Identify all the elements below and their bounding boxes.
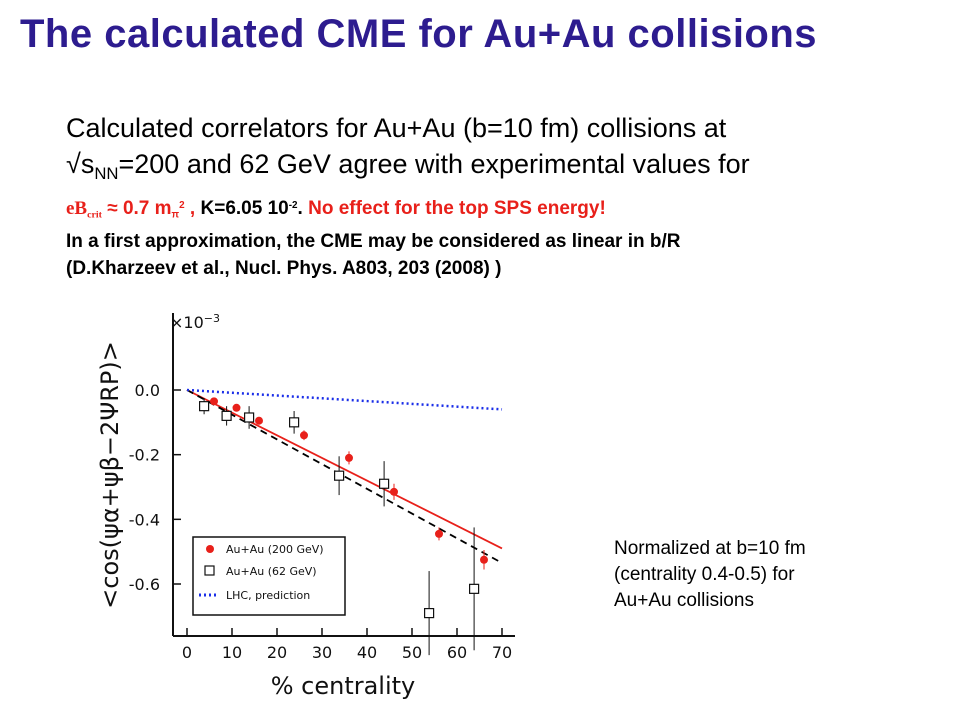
- point-au62: [244, 412, 255, 423]
- point-au62: [334, 470, 345, 481]
- reference-authors: (D.Kharzeev et al., Nucl. Phys.: [66, 258, 342, 280]
- point-au200: [255, 416, 263, 425]
- plot-frame: [172, 313, 515, 637]
- k-exponent: -2: [288, 199, 298, 211]
- pi-subscript: π: [171, 209, 180, 221]
- no-effect-text: No effect for the top SPS energy!: [308, 197, 606, 219]
- legend: Au+Au (200 GeV) Au+Au (62 GeV) LHC, pred…: [192, 536, 346, 616]
- x-tick-label: 50: [402, 643, 422, 662]
- text-line-4: In a first approximation, the CME may be…: [66, 231, 681, 253]
- point-au200: [480, 555, 488, 564]
- x-tick-label: 60: [447, 643, 467, 662]
- x-tick-label: 10: [222, 643, 242, 662]
- legend-box: [192, 536, 346, 616]
- legend-marker-62gev: [204, 565, 215, 576]
- legend-label-lhc: LHC, prediction: [226, 589, 310, 602]
- text-line-2: √sNN=200 and 62 GeV agree with experimen…: [66, 146, 936, 192]
- s-var: s: [80, 149, 95, 179]
- data-points: [199, 397, 488, 656]
- point-au200: [390, 487, 398, 496]
- legend-marker-200gev: [206, 545, 214, 553]
- fit-lines: [186, 388, 503, 564]
- text-line-3: eBcrit ≈ 0.7 mπ2 , K=6.05 10-2. No effec…: [66, 192, 936, 228]
- y-tick-label: -0.2: [129, 446, 160, 465]
- point-au62: [221, 410, 232, 421]
- legend-label-200gev: Au+Au (200 GeV): [226, 543, 324, 556]
- comma-text: ,: [184, 197, 201, 219]
- point-au62: [379, 478, 390, 489]
- note-line-1: Normalized at b=10 fm: [614, 538, 806, 559]
- point-au200: [345, 453, 353, 462]
- point-au200: [210, 397, 218, 406]
- scale-factor-label: ×10−3: [170, 312, 220, 332]
- nn-subscript: NN: [94, 163, 119, 183]
- note-line-3: Au+Au collisions: [614, 590, 754, 611]
- x-tick-label: 70: [492, 643, 512, 662]
- point-au62: [424, 607, 435, 619]
- normalization-note: Normalized at b=10 fm (centrality 0.4-0.…: [614, 536, 914, 614]
- dot-text: .: [297, 197, 309, 219]
- point-au200: [232, 403, 241, 412]
- point-au200: [435, 529, 443, 538]
- legend-label-62gev: Au+Au (62 GeV): [226, 565, 317, 578]
- x-tick-label: 20: [267, 643, 287, 662]
- crit-subscript: crit: [87, 209, 102, 221]
- description-text: Calculated correlators for Au+Au (b=10 f…: [66, 110, 936, 282]
- k-value: K=6.05 10: [200, 197, 289, 219]
- y-axis-title: <cos(ψα+ψβ−2ΨRP)>: [96, 341, 124, 609]
- page-title: The calculated CME for Au+Au collisions: [20, 12, 818, 56]
- x-tick-label: 0: [182, 643, 192, 662]
- line-fit-200: [186, 389, 503, 550]
- x-ticks: 0 10 20 30 40 50 60 70: [182, 628, 512, 662]
- point-au200: [300, 431, 308, 440]
- scale-factor-base: ×10: [170, 313, 204, 332]
- y-tick-label: -0.4: [129, 510, 160, 529]
- reference-volume: A803: [341, 258, 388, 280]
- reference-pages: , 203 (2008) ): [387, 258, 502, 280]
- approx-text: ≈ 0.7 m: [101, 197, 172, 219]
- text-line-2-rest: =200 and 62 GeV agree with experimental …: [118, 149, 750, 179]
- note-line-2: (centrality 0.4-0.5) for: [614, 564, 795, 585]
- eb-symbol: eB: [66, 197, 88, 219]
- y-ticks: 0.0 -0.2 -0.4 -0.6: [129, 381, 181, 594]
- square-superscript: 2: [179, 199, 185, 211]
- reference-line: (D.Kharzeev et al., Nucl. Phys. A803, 20…: [66, 255, 936, 282]
- x-tick-label: 30: [312, 643, 332, 662]
- text-line-1: Calculated correlators for Au+Au (b=10 f…: [66, 113, 727, 143]
- point-au62: [289, 417, 300, 428]
- x-tick-label: 40: [357, 643, 377, 662]
- point-au62: [199, 401, 210, 412]
- point-au62: [469, 583, 480, 594]
- y-tick-label: 0.0: [135, 381, 160, 400]
- y-tick-label: -0.6: [129, 575, 160, 594]
- sqrt-symbol: √: [66, 149, 81, 179]
- scale-factor-exponent: −3: [204, 312, 220, 325]
- x-axis-title: % centrality: [271, 672, 416, 700]
